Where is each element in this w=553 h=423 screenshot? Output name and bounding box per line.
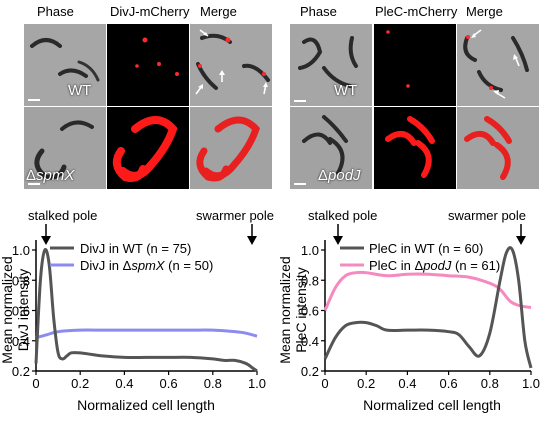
legend: PleC in WT (n = 60) PleC in ΔpodJ (n = 6… xyxy=(340,241,500,273)
x-axis-label: Normalized cell length xyxy=(363,397,501,413)
scale-bar xyxy=(28,183,40,185)
x-ticks: 0 0.2 0.4 0.6 0.8 1.0 xyxy=(321,371,540,391)
x-tick-label: 0 xyxy=(32,376,39,391)
divj-intensity-chart: Mean normalized DivJ intensity Normalize… xyxy=(0,240,266,413)
x-axis-label: Normalized cell length xyxy=(77,397,215,413)
y-tick-label: 0.6 xyxy=(301,304,319,319)
x-tick-label: 1.0 xyxy=(522,376,540,391)
legend: DivJ in WT (n = 75) DivJ in ΔspmX (n = 5… xyxy=(50,241,213,273)
y-tick-label: 0.4 xyxy=(12,334,30,349)
y-tick-label: 0.6 xyxy=(12,304,30,319)
right-header-phase: Phase xyxy=(300,4,337,19)
left-header-phase: Phase xyxy=(37,4,74,19)
left-swarmer-pole-label: swarmer pole xyxy=(196,208,275,223)
x-tick-label: 0.2 xyxy=(357,376,375,391)
x-tick-label: 0.8 xyxy=(204,376,222,391)
y-axis-label: Mean normalized DivJ intensity xyxy=(0,256,31,363)
scale-bar xyxy=(294,100,306,102)
right-header-plec: PleC-mCherry xyxy=(375,4,458,19)
x-tick-label: 1.0 xyxy=(248,376,266,391)
right-wt-phase-image: WT xyxy=(290,24,372,106)
y-axis-label-line-1: Mean normalized xyxy=(0,256,15,363)
x-ticks: 0 0.2 0.4 0.6 0.8 1.0 xyxy=(32,371,266,391)
left-mutant-merge-image xyxy=(190,107,272,189)
right-mutant-phase-image: ΔpodJ xyxy=(290,107,372,189)
x-tick-label: 0.8 xyxy=(481,376,499,391)
right-header-merge: Merge xyxy=(466,4,503,19)
left-header-merge: Merge xyxy=(200,4,237,19)
row-label-mutant-right: ΔpodJ xyxy=(318,167,361,184)
y-tick-label: 0.4 xyxy=(301,334,319,349)
right-mutant-merge-image xyxy=(457,107,539,189)
y-tick-label: 1.0 xyxy=(301,243,319,258)
left-stalked-pole-label: stalked pole xyxy=(28,208,98,223)
legend-label-wt: DivJ in WT (n = 75) xyxy=(80,241,191,256)
x-tick-label: 0 xyxy=(321,376,328,391)
y-tick-label: 0.8 xyxy=(12,273,30,288)
legend-label-mutant: PleC in ΔpodJ (n = 61) xyxy=(369,258,500,273)
pole-arrows xyxy=(41,224,526,245)
x-tick-label: 0.6 xyxy=(160,376,178,391)
left-wt-phase-image: WT xyxy=(24,24,106,106)
y-axis-label-line-2: DivJ intensity xyxy=(15,269,31,351)
legend-label-mutant: DivJ in ΔspmX (n = 50) xyxy=(80,258,213,273)
series-line-wt xyxy=(34,247,258,373)
y-tick-label: 0.2 xyxy=(12,364,30,379)
y-axis-label: Mean normalized PleC intensity xyxy=(277,256,309,363)
right-stalked-pole-label: stalked pole xyxy=(308,208,378,223)
left-mutant-phase-image: ΔspmX xyxy=(24,107,106,189)
right-swarmer-pole-label: swarmer pole xyxy=(448,208,527,223)
left-wt-divj-image xyxy=(107,24,189,106)
y-tick-label: 0.8 xyxy=(301,273,319,288)
x-tick-label: 0.4 xyxy=(115,376,133,391)
row-label-mutant-left: ΔspmX xyxy=(26,167,75,184)
y-tick-label: 0.2 xyxy=(301,364,319,379)
series-line-mutant xyxy=(323,270,532,312)
series-line-mutant xyxy=(35,328,258,340)
right-wt-plec-image xyxy=(374,24,456,106)
y-ticks: 0.2 0.4 0.6 0.8 1.0 xyxy=(301,243,325,379)
plec-intensity-chart: Mean normalized PleC intensity Normalize… xyxy=(277,240,540,413)
left-wt-merge-image xyxy=(190,24,272,106)
left-header-divj: DivJ-mCherry xyxy=(110,4,190,19)
y-ticks: 0.2 0.4 0.6 0.8 1.0 xyxy=(12,243,36,379)
scale-bar xyxy=(28,99,40,101)
right-mutant-plec-image xyxy=(374,107,456,189)
y-tick-label: 1.0 xyxy=(12,243,30,258)
y-axis-label-line-2: PleC intensity xyxy=(293,267,309,353)
legend-label-wt: PleC in WT (n = 60) xyxy=(369,241,483,256)
row-label-wt-right: WT xyxy=(334,82,358,99)
x-tick-label: 0.4 xyxy=(398,376,416,391)
left-mutant-divj-image xyxy=(107,107,189,189)
x-tick-label: 0.2 xyxy=(71,376,89,391)
row-label-wt-left: WT xyxy=(68,82,92,99)
y-axis-label-line-1: Mean normalized xyxy=(277,256,293,363)
right-wt-merge-image xyxy=(457,24,539,106)
scale-bar xyxy=(294,183,306,185)
series-line-wt xyxy=(323,246,533,369)
x-tick-label: 0.6 xyxy=(440,376,458,391)
